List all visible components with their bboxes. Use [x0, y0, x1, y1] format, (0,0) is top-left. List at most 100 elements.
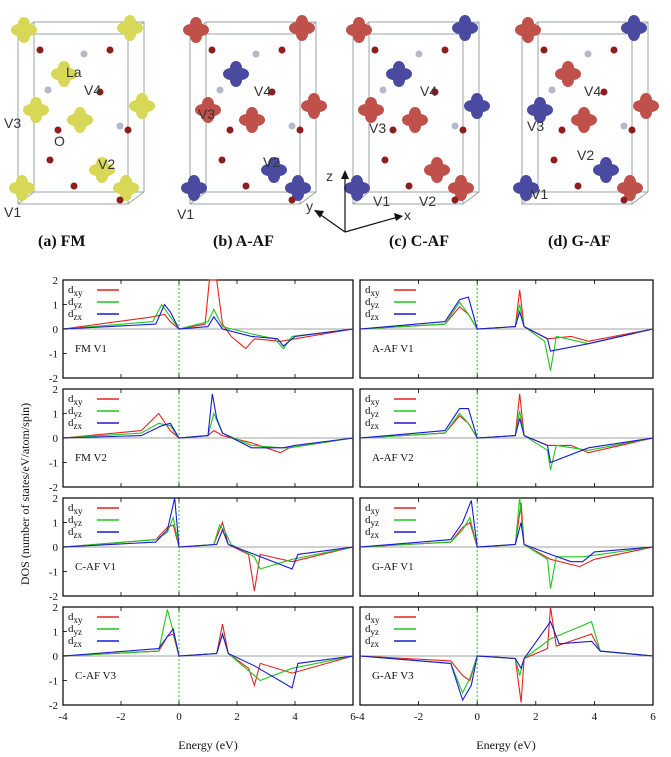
legend-subscript: zx	[371, 639, 380, 649]
y-axis-label: DOS (number of states/eV/atom/spin)	[18, 403, 32, 585]
label-v1: V1	[177, 206, 194, 222]
legend-entry: dzx	[68, 308, 82, 322]
legend-subscript: xy	[74, 506, 84, 516]
panel-title-g-af: (d) G-AF	[548, 233, 611, 250]
x-tick-label: -4	[355, 711, 365, 723]
legend-subscript: yz	[74, 300, 83, 310]
x-tick-label: 4	[592, 711, 598, 723]
legend-entry: dzx	[365, 308, 379, 322]
label-v4: V4	[420, 83, 437, 99]
x-tick-label: -2	[116, 711, 125, 723]
legend-subscript: yz	[74, 627, 83, 637]
series-dxy	[359, 606, 654, 703]
y-tick-label: -1	[49, 458, 58, 470]
y-tick-label: 0	[53, 651, 59, 663]
series-dxy	[359, 393, 654, 454]
x-tick-label: 2	[234, 711, 240, 723]
series-dzx	[359, 620, 654, 702]
legend-subscript: zx	[74, 312, 83, 322]
x-tick-label: 2	[533, 711, 539, 723]
y-tick-label: 2	[53, 275, 59, 287]
label-v3: V3	[198, 106, 215, 122]
legend-entry: dzx	[365, 526, 379, 540]
legend-subscript: xy	[74, 288, 84, 298]
legend-entry: dyz	[365, 405, 379, 419]
label-v1: V1	[373, 193, 390, 209]
legend-subscript: xy	[371, 397, 381, 407]
y-tick-label: 0	[53, 542, 59, 554]
x-tick-label: 0	[474, 711, 480, 723]
y-tick-label: -2	[49, 373, 58, 385]
panel-label: A-AF V1	[372, 343, 414, 355]
label-v2: V2	[419, 193, 436, 209]
y-tick-label: -1	[49, 676, 58, 688]
panel-label: G-AF V3	[372, 670, 414, 682]
unit-cell-g-af	[513, 15, 659, 205]
legend-entry: dyz	[68, 514, 82, 528]
legend-entry: dxy	[365, 502, 380, 516]
series-dzx	[359, 408, 654, 464]
legend-entry: dyz	[365, 296, 379, 310]
legend-subscript: xy	[371, 288, 381, 298]
series-dxy	[62, 520, 354, 592]
structure-panel-c-af: V4 V3 V2 V1 (c) C-AF	[344, 15, 490, 250]
series-dzx	[359, 296, 654, 352]
y-tick-label: -2	[49, 591, 58, 603]
series-dyz	[359, 620, 654, 695]
structure-panel-fm: La V4 V3 O V2 V1 (a) FM	[4, 15, 155, 250]
panel-title-a-af: (b) A-AF	[213, 233, 274, 250]
series-dyz	[62, 515, 354, 570]
series-dzx	[62, 303, 354, 347]
legend-entry: dzx	[68, 526, 82, 540]
legend-entry: dxy	[68, 393, 83, 407]
legend-entry: dyz	[68, 405, 82, 419]
label-v3: V3	[369, 120, 386, 136]
legend-subscript: zx	[74, 530, 83, 540]
panel-label: FM V1	[75, 343, 107, 355]
y-tick-label: -2	[49, 700, 58, 712]
y-tick-label: 1	[53, 627, 59, 639]
legend-entry: dyz	[365, 514, 379, 528]
y-tick-label: -2	[49, 482, 58, 494]
series-dzx	[359, 500, 654, 563]
legend-subscript: yz	[371, 518, 380, 528]
y-tick-label: 0	[53, 433, 59, 445]
crystal-structures-figure: La V4 V3 O V2 V1 (a) FM V4 V3 V2 V1 (b) …	[4, 15, 659, 250]
legend-subscript: zx	[371, 530, 380, 540]
legend-entry: dzx	[365, 635, 379, 649]
legend-subscript: xy	[74, 615, 84, 625]
x-tick-label: 4	[292, 711, 298, 723]
series-dxy	[62, 412, 354, 454]
legend-entry: dyz	[68, 623, 82, 637]
x-tick-label: -4	[58, 711, 68, 723]
label-la: La	[66, 64, 82, 80]
x-tick-label: 0	[176, 711, 182, 723]
legend-entry: dzx	[68, 635, 82, 649]
legend-entry: dxy	[365, 611, 380, 625]
label-v1: V1	[4, 204, 21, 220]
y-tick-label: -1	[49, 567, 58, 579]
y-tick-label: 1	[53, 518, 59, 530]
series-dxy	[62, 279, 354, 350]
series-dxy	[359, 289, 654, 342]
legend-entry: dyz	[365, 623, 379, 637]
series-dzx	[62, 393, 354, 449]
x-axis-label-left: Energy (eV)	[178, 738, 237, 752]
series-dxy	[359, 502, 654, 568]
legend-subscript: zx	[371, 312, 380, 322]
legend-entry: dxy	[365, 284, 380, 298]
series-dyz	[62, 303, 354, 350]
panel-label: A-AF V2	[372, 452, 414, 464]
series-dzx	[62, 627, 354, 689]
legend-subscript: yz	[371, 300, 380, 310]
axis-x-label: x	[404, 207, 411, 223]
panel-label: FM V2	[75, 452, 107, 464]
y-tick-label: -1	[49, 349, 58, 361]
x-axis-label-right: Energy (eV)	[476, 738, 535, 752]
structure-panel-g-af: V4 V3 V2 V1 (d) G-AF	[513, 15, 659, 250]
label-v3: V3	[527, 118, 544, 134]
legend-subscript: yz	[371, 409, 380, 419]
